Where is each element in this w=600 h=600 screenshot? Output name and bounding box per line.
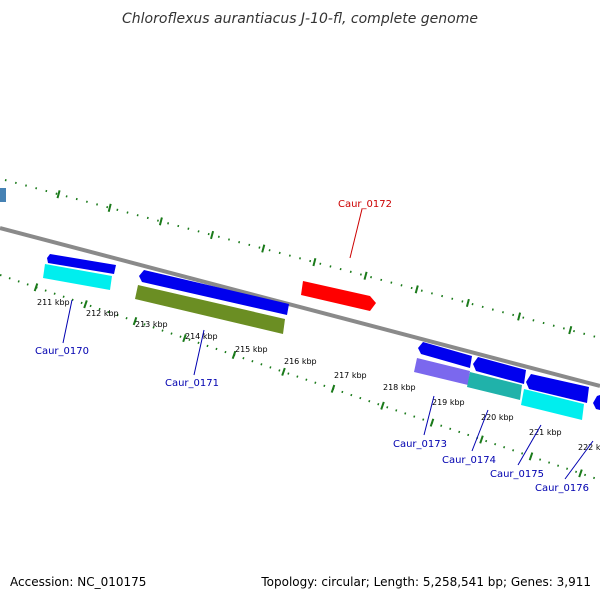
major-tick [414, 285, 419, 294]
tick-label: 211 kbp [37, 298, 70, 307]
leader-caur-0173 [423, 395, 435, 436]
major-tick [107, 203, 112, 212]
gene-arrow-caur-0176 [593, 395, 600, 410]
major-tick [83, 300, 88, 309]
tick-label: 218 kbp [383, 383, 416, 392]
gene-box-caur-0170 [43, 264, 112, 290]
tick-label: 213 kbp [135, 320, 168, 329]
tick-label: 219 kbp [432, 398, 465, 407]
map-title: Chloroflexus aurantiacus J-10-fl, comple… [122, 11, 478, 27]
inner-major-ticks [33, 283, 583, 478]
gene-arrow-caur-0175 [526, 374, 589, 403]
major-tick [56, 190, 61, 199]
tick-labels: 211 kbp 212 kbp 213 kbp 214 kbp 215 kbp … [37, 298, 600, 452]
tick-label: 217 kbp [334, 371, 367, 380]
gene-arrow-caur-0172 [301, 281, 376, 311]
leader-caur-0175 [517, 424, 542, 466]
major-tick [578, 469, 583, 478]
outer-major-ticks [56, 190, 573, 335]
gene-box-caur-0171 [135, 285, 285, 334]
gene-label-leaders [62, 208, 594, 480]
genome-backbone [0, 226, 600, 388]
tick-label: 220 kbp [481, 413, 514, 422]
leader-caur-0172 [349, 208, 363, 259]
gene-arrow-caur-0171 [139, 270, 289, 315]
major-tick [429, 418, 435, 427]
edge-feature [0, 188, 6, 202]
major-tick [312, 258, 317, 267]
tick-label: 215 kbp [235, 345, 268, 354]
gene-arrow-caur-0174 [473, 357, 526, 384]
tick-label: 214 kbp [185, 332, 218, 341]
tick-label: 222 kbp [578, 443, 600, 452]
major-tick [465, 298, 470, 308]
gene-label-caur-0173: Caur_0173 [393, 439, 447, 450]
major-tick [517, 312, 522, 321]
gene-box-caur-0173 [414, 358, 470, 385]
major-tick [380, 401, 385, 410]
tick-label: 221 kbp [529, 428, 562, 437]
gene-label-caur-0174: Caur_0174 [442, 455, 496, 466]
gene-box-caur-0174 [467, 372, 522, 400]
major-tick [210, 230, 215, 240]
major-tick [568, 325, 573, 335]
gene-label-caur-0171: Caur_0171 [165, 378, 219, 389]
major-tick [261, 244, 266, 253]
genome-summary-text: Topology: circular; Length: 5,258,541 bp… [260, 575, 591, 589]
major-tick [330, 384, 336, 393]
major-tick [479, 435, 484, 444]
gene-arrow-caur-0170 [47, 254, 116, 274]
gene-label-caur-0170: Caur_0170 [35, 346, 89, 357]
leader-caur-0171 [193, 329, 205, 376]
leader-caur-0170 [62, 299, 73, 344]
major-tick [231, 350, 237, 360]
major-tick [158, 217, 163, 226]
gene-features [43, 254, 600, 420]
major-tick [182, 333, 187, 343]
gene-arrow-caur-0173 [418, 342, 472, 368]
leader-caur-0174 [471, 409, 489, 452]
major-tick [132, 316, 138, 326]
gene-box-caur-0175 [521, 389, 584, 420]
major-tick [363, 271, 368, 280]
inner-tick-ring [0, 274, 600, 481]
major-tick [528, 452, 534, 461]
gene-label-caur-0172: Caur_0172 [338, 199, 392, 210]
leader-caur-0176 [564, 440, 594, 480]
gene-labels: Caur_0170 Caur_0171 Caur_0172 Caur_0173 … [35, 199, 589, 494]
accession-text: Accession: NC_010175 [10, 575, 146, 589]
major-tick [281, 367, 286, 376]
tick-label: 212 kbp [86, 309, 119, 318]
gene-label-caur-0176: Caur_0176 [535, 483, 589, 494]
tick-label: 216 kbp [284, 357, 317, 366]
major-tick [33, 283, 39, 292]
gene-label-caur-0175: Caur_0175 [490, 469, 544, 480]
